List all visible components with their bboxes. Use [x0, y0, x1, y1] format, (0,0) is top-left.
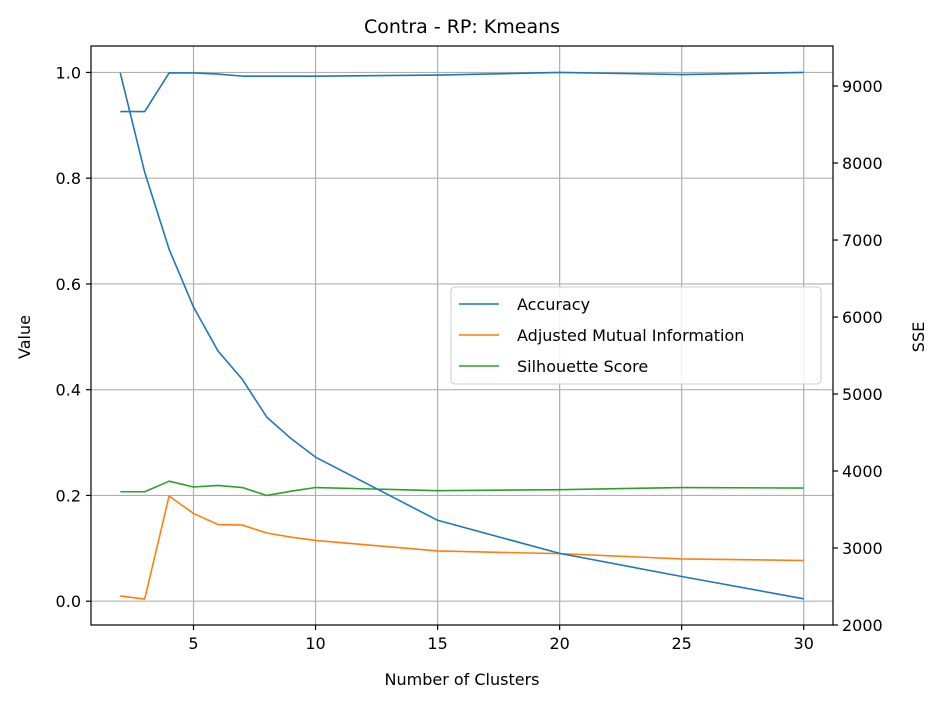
- y2-tick-label: 7000: [842, 231, 883, 250]
- y2-tick-label: 3000: [842, 539, 883, 558]
- y2-tick-label: 8000: [842, 154, 883, 173]
- y-tick-label: 0.4: [56, 381, 81, 400]
- y2-tick-label: 2000: [842, 616, 883, 635]
- y-tick-label: 1.0: [56, 63, 81, 82]
- x-tick-label: 20: [549, 634, 569, 653]
- x-axis-label: Number of Clusters: [385, 670, 540, 689]
- x-tick-label: 30: [794, 634, 814, 653]
- y2-tick-label: 5000: [842, 385, 883, 404]
- axes: 5 10 15 20 25 30 0.0 0.2 0.4 0.6 0.8 1.0 2000 3000 400…: [56, 45, 883, 653]
- sse-line: [119, 72, 804, 600]
- legend-label-accuracy: Accuracy: [517, 295, 590, 314]
- ami-line: [120, 495, 804, 600]
- x-tick-label: 10: [305, 634, 325, 653]
- series-lines: [119, 71, 804, 600]
- x-tick-label: 15: [427, 634, 447, 653]
- plot-frame: [90, 45, 834, 626]
- legend-box: [450, 286, 822, 385]
- chart-title: Contra - RP: Kmeans: [364, 16, 560, 38]
- accuracy-line: [120, 71, 804, 113]
- x-tick-label: 25: [671, 634, 691, 653]
- y2-axis-label: SSE: [909, 322, 928, 352]
- y2-tick-label: 9000: [842, 77, 883, 96]
- y-tick-label: 0.6: [56, 275, 81, 294]
- y-tick-label: 0.0: [56, 592, 81, 611]
- y2-tick-label: 4000: [842, 462, 883, 481]
- y-axis-label: Value: [15, 315, 34, 359]
- x-tick-label: 5: [188, 634, 198, 653]
- y-tick-label: 0.2: [56, 486, 81, 505]
- legend-label-silhouette: Silhouette Score: [517, 357, 648, 376]
- legend-label-ami: Adjusted Mutual Information: [517, 326, 744, 345]
- y-tick-label: 0.8: [56, 169, 81, 188]
- legend: Accuracy Adjusted Mutual Information Sil…: [450, 286, 822, 385]
- silhouette-line: [120, 480, 804, 497]
- y2-tick-label: 6000: [842, 308, 883, 327]
